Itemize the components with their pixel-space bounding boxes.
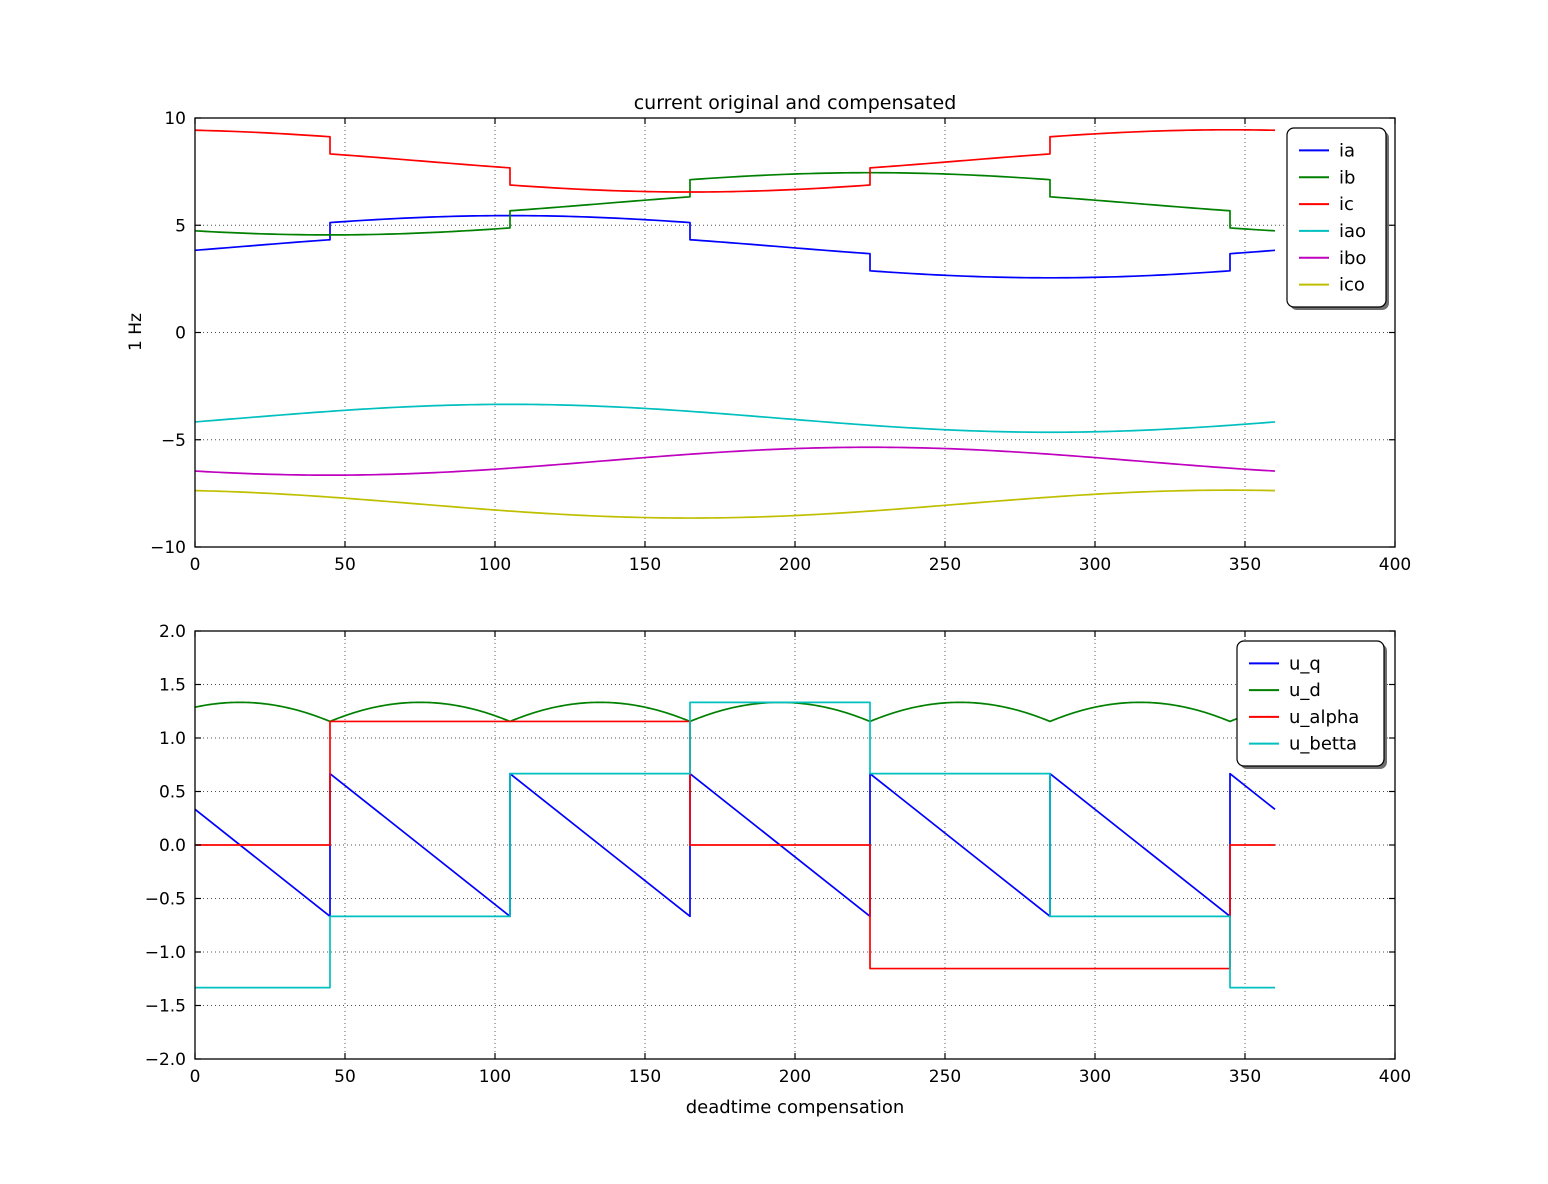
- ytick-label--1: −1.0: [145, 943, 186, 963]
- series-ic-line: [194, 128, 1276, 193]
- ytick-label--2: −2.0: [145, 1050, 186, 1070]
- legend-item-ic: ic: [1299, 194, 1354, 215]
- ytick-label-1: 1.0: [159, 729, 186, 749]
- xtick-label-200: 200: [779, 555, 811, 575]
- legend-label-ic: ic: [1339, 194, 1354, 215]
- series-u_d-line: [194, 701, 1276, 723]
- top-axes: 0 50 100 150 200 250 300 350 4001050−5−10iaibici…: [150, 109, 1411, 575]
- legend-label-iao: iao: [1339, 221, 1366, 242]
- xtick-label-300: 300: [1079, 555, 1111, 575]
- legend-item-u_alpha: u_alpha: [1249, 707, 1359, 728]
- xtick-label-0: 0: [190, 1067, 201, 1087]
- xtick-label-350: 350: [1229, 1067, 1261, 1087]
- legend-label-u_alpha: u_alpha: [1289, 707, 1359, 728]
- bottom-legend: u_q u_d u_alpha u_betta: [1236, 640, 1387, 769]
- series-ico-line: [194, 489, 1276, 519]
- xtick-label-250: 250: [929, 555, 961, 575]
- xtick-label-200: 200: [779, 1067, 811, 1087]
- legend-label-ibo: ibo: [1339, 248, 1366, 269]
- series-ibo-line: [194, 446, 1276, 476]
- series-ia-line: [194, 214, 1276, 279]
- top-legend: ia ib ic iao ibo ico: [1286, 127, 1389, 310]
- legend-item-u_q: u_q: [1249, 653, 1321, 674]
- xtick-label-150: 150: [629, 1067, 661, 1087]
- ytick-label-0: 0: [175, 324, 186, 344]
- ytick-label-2: 2.0: [159, 622, 186, 642]
- xtick-label-50: 50: [334, 555, 356, 575]
- xtick-label-100: 100: [479, 1067, 511, 1087]
- series-ib-line: [194, 171, 1276, 236]
- legend-item-u_betta: u_betta: [1249, 734, 1357, 755]
- top-chart-title: current original and compensated: [634, 92, 957, 114]
- legend-label-ia: ia: [1339, 140, 1355, 161]
- xtick-label-150: 150: [629, 555, 661, 575]
- ytick-label-0.5: 0.5: [159, 783, 186, 803]
- legend-label-u_q: u_q: [1289, 653, 1321, 674]
- legend-item-ib: ib: [1299, 167, 1355, 188]
- ytick-label-5: 5: [175, 216, 186, 236]
- legend-label-ib: ib: [1339, 167, 1355, 188]
- series-u_alpha-line: [195, 720, 1275, 970]
- xtick-label-250: 250: [929, 1067, 961, 1087]
- legend-item-ia: ia: [1299, 140, 1355, 161]
- legend-label-ico: ico: [1339, 275, 1365, 296]
- top-chart-ylabel: 1 Hz: [126, 313, 146, 351]
- legend-item-u_d: u_d: [1249, 680, 1321, 701]
- ytick-label--10: −10: [150, 538, 186, 558]
- legend-item-ico: ico: [1299, 275, 1365, 296]
- ytick-label--0.5: −0.5: [145, 890, 186, 910]
- legend-item-ibo: ibo: [1299, 248, 1366, 269]
- bottom-axes: 0 50 100 150 200 250 300 350 400 2.0 1.5 1.0 0.5 0.0 −…: [145, 622, 1412, 1087]
- series-iao-line: [194, 403, 1276, 434]
- legend-box: [1236, 640, 1385, 767]
- xtick-label-50: 50: [334, 1067, 356, 1087]
- xtick-label-100: 100: [479, 555, 511, 575]
- ytick-label-10: 10: [164, 109, 186, 129]
- xtick-label-400: 400: [1379, 555, 1411, 575]
- series-u_betta-line: [195, 701, 1275, 989]
- bottom-chart-xlabel: deadtime compensation: [686, 1097, 905, 1118]
- legend-item-iao: iao: [1299, 221, 1366, 242]
- ytick-label-0: 0.0: [159, 836, 186, 856]
- legend-box: [1286, 127, 1387, 308]
- xtick-label-300: 300: [1079, 1067, 1111, 1087]
- legend-label-u_d: u_d: [1289, 680, 1321, 701]
- xtick-label-400: 400: [1379, 1067, 1411, 1087]
- legend-label-u_betta: u_betta: [1289, 734, 1357, 755]
- ytick-label--5: −5: [161, 431, 186, 451]
- ytick-label-1.5: 1.5: [159, 676, 186, 696]
- xtick-label-0: 0: [190, 555, 201, 575]
- ytick-label--1.5: −1.5: [145, 997, 186, 1017]
- xtick-label-350: 350: [1229, 555, 1261, 575]
